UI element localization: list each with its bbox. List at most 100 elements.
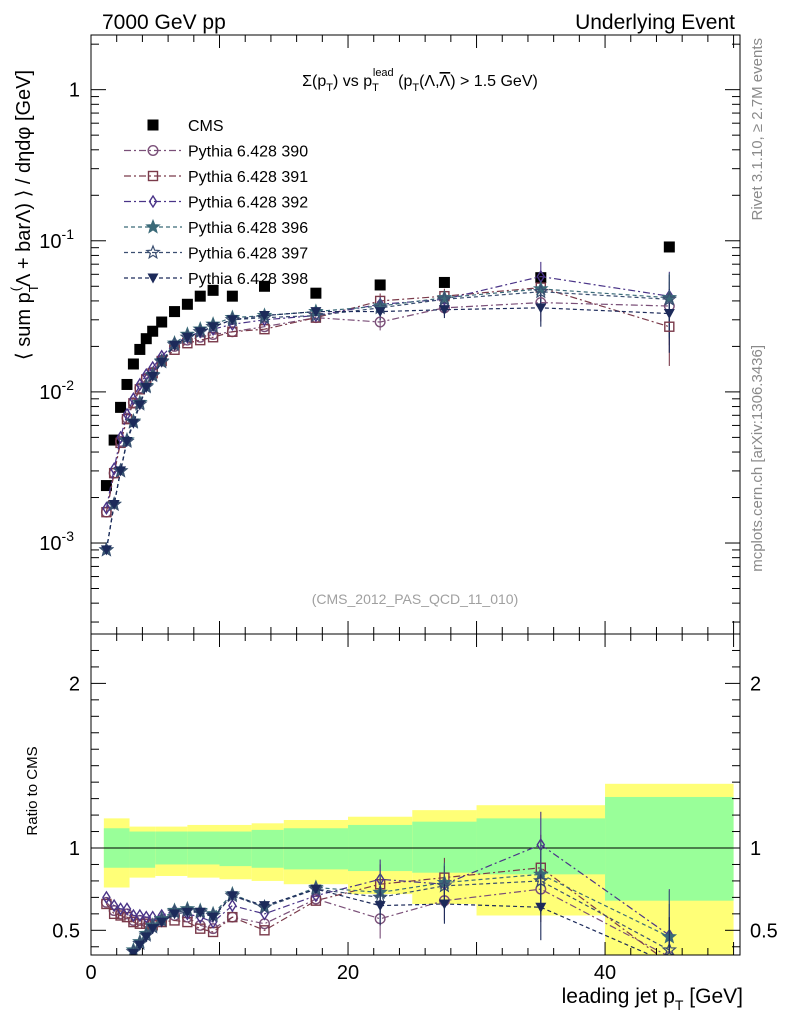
ratio-data-point [134,918,146,929]
main-data-point [310,287,322,299]
main-y-axis-label: ⟨ sum pT(Λ + barΛ) ⟩ / dηdφ [GeV] [8,70,41,360]
main-data-point [121,378,133,390]
main-series-line [105,291,670,551]
x-axis-label: leading jet pT [GeV] [562,985,743,1013]
ratio-data-point [207,912,219,923]
main-data-point [147,325,159,337]
main-series-4 [98,280,678,557]
rivet-version-label: Rivet 3.1.10, ≥ 2.7M events [749,38,766,221]
ratio-data-point [127,948,139,955]
legend-label: Pythia 6.428 398 [188,271,308,288]
main-data-point [140,382,152,393]
main-data-point [374,279,386,291]
legend-label: Pythia 6.428 391 [188,169,308,186]
main-series-2 [101,282,675,518]
legend-marker [145,218,161,234]
main-data-point [661,291,678,306]
ratio-data-point [194,907,206,918]
legend-label: CMS [188,118,224,135]
main-data-point [135,377,145,392]
main-data-point [535,272,547,284]
ratio-data-point [115,910,126,921]
ratio-frame [90,633,741,956]
ratio-data-point [156,917,168,928]
mcplots-label: mcplots.cern.ch [arXiv:1306.3436] [749,345,766,572]
ratio-y-axis-ticks: 0.5 0.5 1 1 2 2 [52,649,778,948]
main-data-point [207,322,219,333]
legend-marker [145,244,161,260]
main-data-point [533,283,549,299]
main-data-point [438,276,450,288]
main-series-5 [98,283,678,557]
main-data-point [226,290,238,302]
analysis-watermark: (CMS_2012_PAS_QCD_11_010) [312,591,519,607]
main-series-0 [100,241,675,492]
ratio-data-point [140,932,152,943]
y-tick-label: 10-1 [39,226,74,253]
ratio-data-point [228,898,237,913]
ratio-data-point [109,898,119,913]
main-data-point [374,316,386,328]
main-data-point [663,309,675,320]
main-data-point [129,392,138,406]
plot-layer: CMS Pythia 6.428 390 Pythia 6.428 391 Pythi… [39,34,778,984]
main-series-line [105,286,670,513]
ratio-data-point [122,902,132,916]
band-green [283,828,349,870]
ratio-data-point [116,902,125,916]
main-data-point [140,333,152,345]
main-data-point [181,298,193,310]
main-data-point [115,466,127,477]
main-data-point [438,305,450,316]
main-data-point [308,307,324,323]
ratio-series-5 [127,874,675,969]
main-error-bars [379,261,670,366]
ratio-y-tick-label-right: 1 [750,838,761,860]
main-data-point [535,303,547,314]
x-axis-ticks: 0 20 40 [85,35,735,984]
ratio-data-point [147,924,159,935]
main-data-point [207,284,219,296]
ratio-data-point [664,959,675,969]
legend-marker [147,273,159,284]
main-data-point [100,480,112,492]
main-data-point [436,289,453,305]
ratio-y-tick-label: 1 [69,838,80,860]
main-data-point [664,321,675,332]
ratio-series-line [105,867,660,955]
ratio-series-line [132,873,670,951]
x-tick-label: 40 [594,962,616,984]
main-data-point [227,326,238,337]
main-data-point [661,289,678,305]
legend-label: Pythia 6.428 396 [188,220,308,237]
ratio-data-point [259,925,270,936]
main-data-point [194,327,206,338]
main-data-point [134,343,146,355]
main-data-point [436,291,453,306]
ratio-data-point [258,901,270,912]
legend-label: Pythia 6.428 390 [188,144,308,161]
ratio-data-point [227,911,238,923]
band-green [219,831,252,867]
main-data-point [258,280,270,292]
main-data-point [108,434,120,446]
main-data-point [116,430,125,445]
main-data-point [258,311,270,322]
main-series-line [105,288,670,551]
main-data-point [156,316,168,328]
main-data-point [108,499,120,510]
ratio-data-point [181,907,193,918]
main-data-point [533,280,549,296]
main-data-point [310,307,322,318]
ratio-data-point [108,908,120,920]
ratio-data-point [438,899,450,910]
ratio-y-tick-label: 2 [69,673,80,695]
ratio-data-point [102,890,111,905]
band-green [129,831,156,868]
main-data-point [194,290,206,302]
main-data-point [156,357,168,368]
y-tick-label: 10-2 [39,377,74,404]
main-data-point [169,340,181,351]
y-tick-label: 10-3 [39,528,74,555]
